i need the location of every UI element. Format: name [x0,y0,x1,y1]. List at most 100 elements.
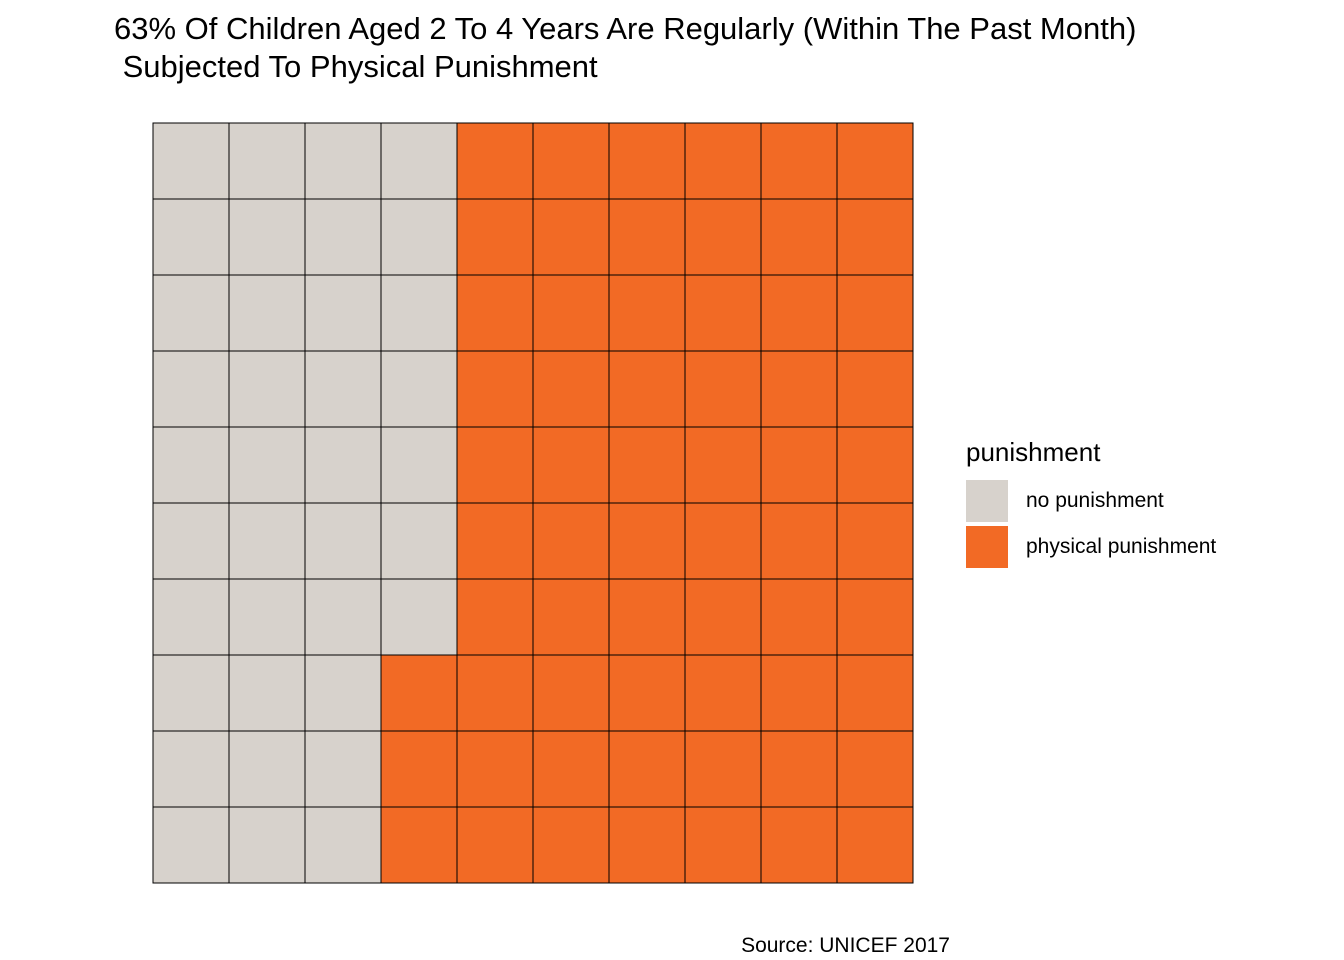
waffle-tile-physical-punishment [760,730,838,808]
legend-key-no-punishment [966,480,1008,522]
waffle-tile-no-punishment [228,198,306,276]
waffle-tile-physical-punishment [608,198,686,276]
waffle-tile-no-punishment [228,806,306,884]
waffle-tile-physical-punishment [532,502,610,580]
waffle-tile-no-punishment [380,198,458,276]
waffle-tile-physical-punishment [684,730,762,808]
waffle-tile-physical-punishment [684,654,762,732]
waffle-tile-physical-punishment [456,730,534,808]
waffle-tile-physical-punishment [684,426,762,504]
waffle-tile-no-punishment [152,426,230,504]
waffle-tile-physical-punishment [836,502,914,580]
waffle-tile-physical-punishment [608,274,686,352]
waffle-tile-physical-punishment [608,578,686,656]
waffle-tile-physical-punishment [608,350,686,428]
waffle-tile-physical-punishment [760,806,838,884]
legend-label-physical-punishment: physical punishment [1026,535,1217,558]
waffle-tile-physical-punishment [836,806,914,884]
waffle-tile-physical-punishment [456,274,534,352]
waffle-tile-no-punishment [228,274,306,352]
waffle-tile-no-punishment [304,274,382,352]
waffle-tile-physical-punishment [456,198,534,276]
legend-title: punishment [966,437,1101,467]
waffle-tile-physical-punishment [532,122,610,200]
waffle-tile-physical-punishment [760,578,838,656]
waffle-tile-physical-punishment [760,350,838,428]
waffle-tile-physical-punishment [684,502,762,580]
waffle-tile-no-punishment [152,350,230,428]
waffle-tile-physical-punishment [608,502,686,580]
waffle-tile-physical-punishment [380,730,458,808]
waffle-tile-physical-punishment [836,274,914,352]
waffle-tile-no-punishment [228,578,306,656]
waffle-tile-physical-punishment [456,426,534,504]
waffle-tile-physical-punishment [456,654,534,732]
waffle-tile-physical-punishment [608,426,686,504]
waffle-tile-physical-punishment [684,198,762,276]
waffle-tile-physical-punishment [608,730,686,808]
waffle-tile-physical-punishment [380,654,458,732]
legend-key-physical-punishment [966,526,1008,568]
waffle-tile-no-punishment [304,654,382,732]
waffle-tile-physical-punishment [684,122,762,200]
waffle-tile-physical-punishment [760,654,838,732]
waffle-tile-physical-punishment [380,806,458,884]
waffle-tile-physical-punishment [456,350,534,428]
legend-label-no-punishment: no punishment [1026,489,1164,512]
waffle-tile-no-punishment [304,426,382,504]
waffle-tile-physical-punishment [532,350,610,428]
waffle-tile-no-punishment [228,426,306,504]
chart-title: 63% Of Children Aged 2 To 4 Years Are Re… [114,11,1137,84]
waffle-tile-physical-punishment [684,274,762,352]
waffle-tile-no-punishment [304,198,382,276]
waffle-tile-physical-punishment [836,122,914,200]
waffle-tile-physical-punishment [836,426,914,504]
waffle-tile-no-punishment [380,578,458,656]
waffle-tile-no-punishment [380,426,458,504]
source-caption: Source: UNICEF 2017 [741,934,950,957]
waffle-tile-no-punishment [380,274,458,352]
waffle-tile-no-punishment [152,730,230,808]
waffle-tile-physical-punishment [836,578,914,656]
waffle-tile-physical-punishment [760,502,838,580]
waffle-tile-no-punishment [152,198,230,276]
waffle-tile-physical-punishment [608,654,686,732]
legend: punishment no punishment physical punish… [966,436,1216,570]
waffle-tile-physical-punishment [836,198,914,276]
waffle-tile-no-punishment [304,578,382,656]
waffle-tile-physical-punishment [836,654,914,732]
waffle-tile-physical-punishment [532,654,610,732]
waffle-tile-no-punishment [304,730,382,808]
waffle-tile-physical-punishment [456,806,534,884]
waffle-tile-physical-punishment [836,730,914,808]
waffle-tile-physical-punishment [836,350,914,428]
waffle-tile-no-punishment [304,122,382,200]
waffle-tile-physical-punishment [456,122,534,200]
waffle-tile-no-punishment [304,350,382,428]
waffle-tile-physical-punishment [532,730,610,808]
waffle-tile-no-punishment [152,502,230,580]
waffle-tile-no-punishment [152,806,230,884]
waffle-tile-physical-punishment [456,502,534,580]
waffle-tile-no-punishment [380,502,458,580]
waffle-tile-no-punishment [228,502,306,580]
waffle-tile-physical-punishment [684,578,762,656]
waffle-tile-physical-punishment [608,806,686,884]
waffle-tile-no-punishment [228,350,306,428]
waffle-tile-no-punishment [152,122,230,200]
legend-item-no-punishment: no punishment [966,478,1216,524]
waffle-tile-physical-punishment [456,578,534,656]
waffle-tile-no-punishment [152,274,230,352]
waffle-tile-no-punishment [380,122,458,200]
waffle-tile-physical-punishment [532,198,610,276]
waffle-tile-physical-punishment [532,578,610,656]
waffle-tile-no-punishment [304,806,382,884]
waffle-tile-no-punishment [152,578,230,656]
waffle-tile-physical-punishment [760,122,838,200]
waffle-tile-physical-punishment [760,274,838,352]
waffle-tile-physical-punishment [608,122,686,200]
waffle-tile-no-punishment [380,350,458,428]
waffle-tile-physical-punishment [532,426,610,504]
waffle-tile-physical-punishment [684,806,762,884]
waffle-tile-physical-punishment [760,198,838,276]
